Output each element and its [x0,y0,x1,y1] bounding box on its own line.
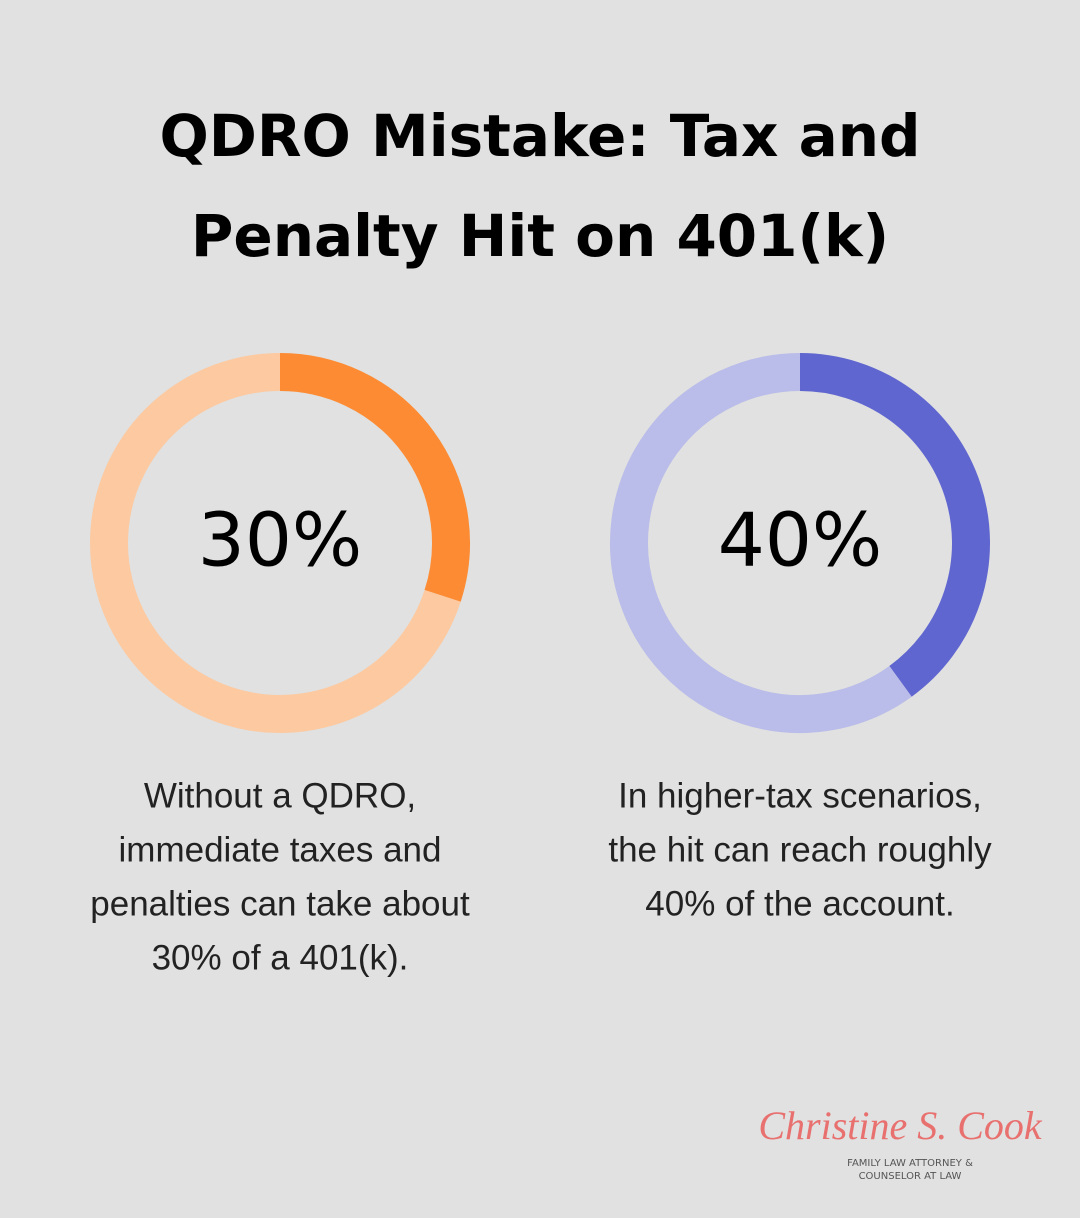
title: Penalty Hit on 401(k) [191,202,889,270]
caption: Without a QDRO, [144,776,416,815]
donut-segment [279,353,470,602]
caption: In higher-tax scenarios, [618,776,982,815]
donut-segment [799,353,990,697]
caption: the hit can reach roughly [608,830,992,869]
center-label: 40% [718,498,882,584]
caption: 30% of a 401(k). [152,938,409,977]
caption: 40% of the account. [645,884,954,923]
logo-tagline: COUNSELOR AT LAW [859,1171,962,1182]
donut-segment [90,353,461,733]
caption: penalties can take about [90,884,470,923]
center-label: 30% [198,498,362,584]
logo-name: Christine S. Cook [758,1103,1043,1148]
logo-tagline: FAMILY LAW ATTORNEY & [847,1158,973,1169]
caption: immediate taxes and [119,830,442,869]
title: QDRO Mistake: Tax and [159,102,920,170]
donut-segment [610,353,912,733]
